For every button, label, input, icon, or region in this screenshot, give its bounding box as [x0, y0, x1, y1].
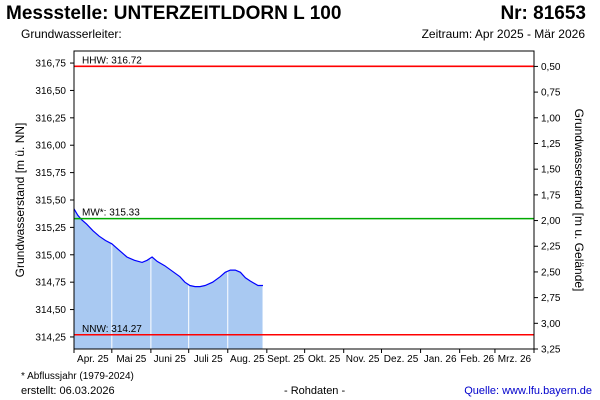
y-tick-label: 316,50: [35, 86, 66, 97]
x-tick-label: Dez. 25: [384, 354, 419, 365]
y-tick-label: 315,00: [35, 250, 66, 261]
y2-tick-label: 2,25: [541, 242, 561, 253]
y-tick-label: 315,25: [35, 223, 66, 234]
y-axis-label: Grundwasserstand [m ü. NN]: [13, 123, 27, 278]
x-tick-label: Aug. 25: [230, 354, 265, 365]
aquifer-label: Grundwasserleiter:: [21, 27, 122, 41]
x-tick-label: Okt. 25: [308, 354, 341, 365]
x-tick-label: Juli 25: [194, 354, 223, 365]
y-tick-label: 316,25: [35, 113, 66, 124]
y2-axis-label: Grundwasserstand [m u. Gelände]: [572, 109, 586, 292]
y2-tick-label: 2,75: [541, 293, 561, 304]
y2-tick-label: 1,75: [541, 190, 561, 201]
x-tick-label: Feb. 26: [460, 354, 494, 365]
raw-data-label: - Rohdaten -: [284, 385, 346, 397]
y2-tick-label: 1,00: [541, 113, 561, 124]
footnote: * Abflussjahr (1979-2024): [21, 371, 134, 382]
reference-label: HHW: 316.72: [82, 55, 142, 66]
y2-tick-label: 0,75: [541, 88, 561, 99]
y2-tick-label: 1,50: [541, 165, 561, 176]
x-tick-label: Apr. 25: [77, 354, 109, 365]
source-link[interactable]: Quelle: www.lfu.bayern.de: [464, 385, 592, 397]
reference-label: MW*: 315.33: [82, 208, 140, 219]
station-title: Messstelle: UNTERZEITLDORN L 100: [6, 3, 342, 24]
y2-tick-label: 0,50: [541, 62, 561, 73]
y2-tick-label: 3,00: [541, 319, 561, 330]
created-date: erstellt: 06.03.2026: [21, 385, 115, 397]
y-tick-label: 314,75: [35, 278, 66, 289]
y2-tick-label: 2,50: [541, 267, 561, 278]
x-tick-label: Sept. 25: [267, 354, 305, 365]
period-label: Zeitraum: Apr 2025 - Mär 2026: [421, 27, 585, 41]
x-tick-label: Nov. 25: [346, 354, 380, 365]
x-tick-label: Jan. 26: [424, 354, 457, 365]
y2-tick-label: 2,00: [541, 216, 561, 227]
x-tick-label: Juni 25: [154, 354, 187, 365]
y-tick-label: 316,75: [35, 59, 66, 70]
y-tick-label: 315,50: [35, 196, 66, 207]
series-area: [74, 208, 263, 349]
y-tick-label: 316,00: [35, 141, 66, 152]
x-tick-label: Mrz. 26: [498, 354, 532, 365]
reference-label: NNW: 314.27: [82, 324, 142, 335]
y2-tick-label: 3,25: [541, 345, 561, 356]
series-line: [73, 208, 263, 288]
station-number: Nr: 81653: [500, 3, 586, 24]
y-tick-label: 314,25: [35, 332, 66, 343]
y-tick-label: 315,75: [35, 168, 66, 179]
y2-tick-label: 1,25: [541, 139, 561, 150]
y-tick-label: 314,50: [35, 305, 66, 316]
x-tick-label: Mai 25: [116, 354, 146, 365]
